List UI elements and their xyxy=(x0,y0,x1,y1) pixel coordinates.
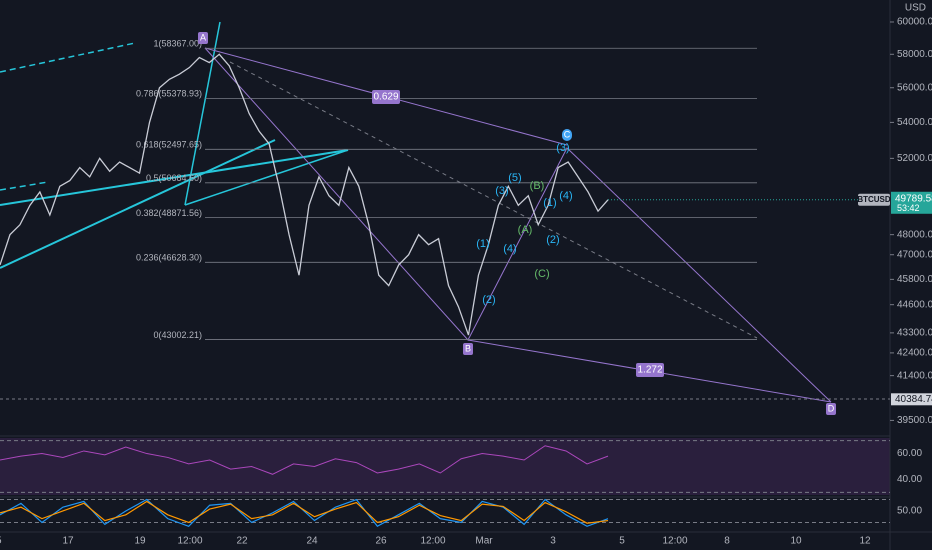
fib-label: 0.786(55378.93) xyxy=(136,89,202,99)
x-tick-label: 17 xyxy=(62,536,74,547)
ratio-label: 1.272 xyxy=(637,365,662,376)
y-tick-label: 56000.00 xyxy=(897,82,932,93)
y-tick-label: 42400.00 xyxy=(897,348,932,359)
wave-label: (1) xyxy=(476,238,489,250)
stoch-line xyxy=(0,500,609,524)
trend-line xyxy=(0,149,349,206)
y-tick-label: 60.00 xyxy=(897,448,922,459)
marker-tag xyxy=(891,393,932,406)
trend-line xyxy=(184,149,349,206)
point-box xyxy=(198,32,208,44)
wave-label: (4) xyxy=(559,190,572,202)
trend-line xyxy=(0,42,136,73)
rsi-line xyxy=(0,445,609,475)
fib-label: 1(58367.00) xyxy=(153,39,202,49)
y-tick-label: 45800.00 xyxy=(897,274,932,285)
wave-label: (A) xyxy=(518,224,533,236)
last-price-tag xyxy=(891,191,932,214)
x-tick-label: 26 xyxy=(375,536,387,547)
x-tick-label: 15 xyxy=(0,536,2,547)
wave-label: (3) xyxy=(495,185,508,197)
fib-label: 0.382(48871.56) xyxy=(136,208,202,218)
trend-line xyxy=(0,181,49,191)
y-tick-label: 39500.00 xyxy=(897,415,932,426)
y-tick-label: 43300.00 xyxy=(897,328,932,339)
xabcd-path xyxy=(204,47,832,403)
currency: USD xyxy=(905,3,926,14)
y-tick-label: 48000.00 xyxy=(897,229,932,240)
fib-label: 0(43002.21) xyxy=(153,330,202,340)
point-label: D xyxy=(828,403,835,413)
x-tick-label: 10 xyxy=(790,536,802,547)
fib-label: 0.5(50684.60) xyxy=(146,173,202,183)
symbol: BTCUSD xyxy=(857,195,891,204)
y-tick-label: 40.00 xyxy=(897,474,922,485)
x-tick-label: 12:00 xyxy=(662,536,687,547)
x-tick-label: 19 xyxy=(134,536,146,547)
x-tick-label: 5 xyxy=(619,536,625,547)
rsi-band xyxy=(0,438,890,495)
ratio-label: 0.629 xyxy=(373,92,398,103)
y-tick-label: 54000.00 xyxy=(897,117,932,128)
y-tick-label: 58000.00 xyxy=(897,49,932,60)
point-box xyxy=(562,129,572,141)
x-tick-label: 12:00 xyxy=(420,536,445,547)
fib-label: 0.236(46628.30) xyxy=(136,253,202,263)
last-price: 49789.58 xyxy=(895,193,932,204)
point-label: B xyxy=(465,343,471,353)
wave-label: (C) xyxy=(534,268,549,280)
wave-label: (3) xyxy=(556,142,569,154)
point-label: A xyxy=(200,32,206,42)
y-tick-label: 44600.00 xyxy=(897,299,932,310)
ratio-box xyxy=(372,90,400,104)
wave-label: (4) xyxy=(503,243,516,255)
point-box xyxy=(463,343,473,355)
trend-line xyxy=(0,139,276,269)
fib-label: 0.618(52497.65) xyxy=(136,140,202,150)
ratio-box xyxy=(636,363,664,377)
wave-label: (1) xyxy=(543,197,556,209)
x-tick-label: 12:00 xyxy=(177,536,202,547)
point-label: C xyxy=(564,129,571,139)
y-tick-label: 41400.00 xyxy=(897,370,932,381)
wave-label: (5) xyxy=(508,172,521,184)
wave-label: (2) xyxy=(546,234,559,246)
wave-label: (2) xyxy=(482,294,495,306)
x-tick-label: 8 xyxy=(724,536,730,547)
symbol-tag xyxy=(858,193,890,206)
stoch-line xyxy=(0,498,609,528)
wave-label: (B) xyxy=(530,180,545,192)
point-box xyxy=(826,403,836,415)
x-tick-label: 3 xyxy=(550,536,556,547)
x-tick-label: 24 xyxy=(306,536,318,547)
y-tick-label: 60000.00 xyxy=(897,17,932,28)
y-tick-label: 52000.00 xyxy=(897,153,932,164)
price-line xyxy=(0,53,609,336)
x-tick-label: 12 xyxy=(859,536,871,547)
x-tick-label: 22 xyxy=(236,536,248,547)
x-tick-label: Mar xyxy=(475,536,493,547)
y-tick-label: 50.00 xyxy=(897,506,922,517)
countdown: 53:42 xyxy=(897,203,920,213)
y-tick-label: 47000.00 xyxy=(897,249,932,260)
marker-price: 40384.74 xyxy=(895,394,932,405)
dashed-line xyxy=(229,61,758,339)
